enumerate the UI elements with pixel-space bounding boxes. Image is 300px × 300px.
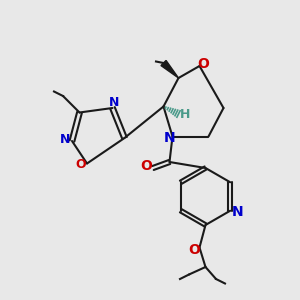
Text: O: O	[188, 243, 200, 257]
Text: N: N	[164, 131, 175, 145]
Polygon shape	[161, 61, 178, 78]
Text: N: N	[109, 96, 119, 109]
Text: O: O	[75, 158, 86, 172]
Text: H: H	[180, 107, 190, 121]
Text: O: O	[140, 160, 152, 173]
Text: N: N	[232, 205, 244, 219]
Text: N: N	[60, 133, 70, 146]
Text: O: O	[197, 58, 209, 71]
